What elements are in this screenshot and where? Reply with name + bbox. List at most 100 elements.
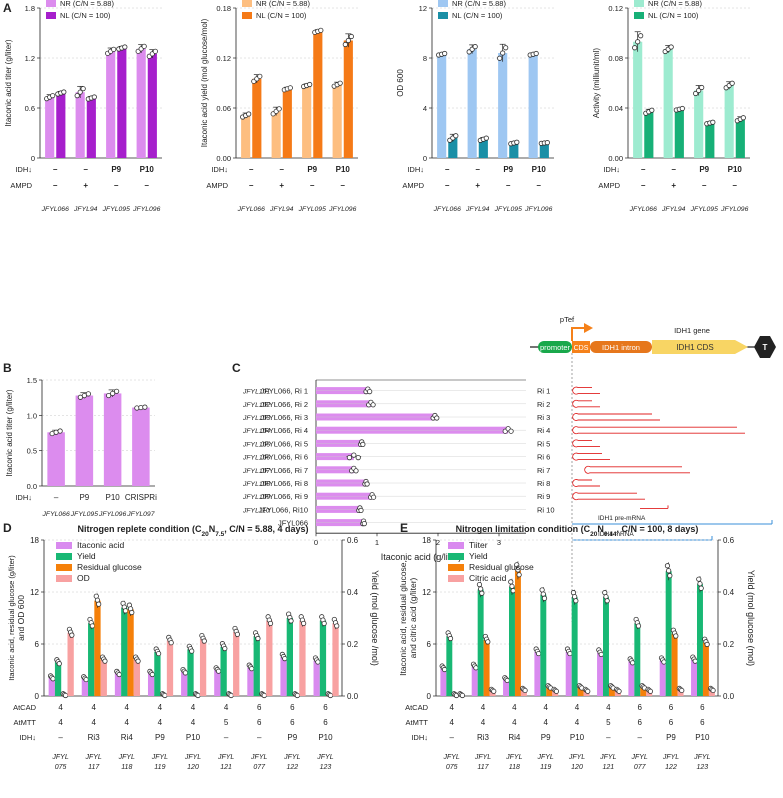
hairpin-5 bbox=[572, 439, 600, 448]
data-point bbox=[360, 441, 366, 447]
row-value: 6 bbox=[290, 703, 295, 712]
intron-label: IDH1 intron bbox=[602, 343, 640, 352]
row-label: AMPD bbox=[598, 181, 620, 190]
data-point bbox=[638, 33, 644, 39]
data-point bbox=[508, 579, 514, 585]
row-value: 6 bbox=[323, 703, 328, 712]
x-tick-label: 1 bbox=[375, 538, 379, 547]
legend-label: NL (C/N = 100) bbox=[256, 11, 307, 20]
row-value: P9 bbox=[503, 165, 513, 174]
row-value: 4 bbox=[543, 703, 548, 712]
row-value: – bbox=[249, 165, 254, 174]
row-value: 6 bbox=[323, 718, 328, 727]
bar-e-0-5 bbox=[597, 652, 604, 696]
x-tick-label: JFYL bbox=[283, 754, 300, 761]
data-point bbox=[110, 390, 116, 397]
data-point bbox=[503, 45, 509, 51]
data-point bbox=[472, 44, 478, 50]
data-point bbox=[261, 692, 267, 699]
row-label: IDH↓ bbox=[407, 165, 424, 174]
row-value: – bbox=[641, 181, 646, 190]
data-point bbox=[355, 454, 361, 461]
strain-label: JFYL108 bbox=[242, 481, 270, 488]
bar-a2-1-1 bbox=[282, 88, 292, 158]
data-point bbox=[541, 595, 548, 601]
row-value: – bbox=[537, 181, 542, 190]
data-point bbox=[282, 656, 288, 662]
y-tick-label-right: 0.6 bbox=[347, 536, 359, 545]
y-tick-label: 0.12 bbox=[608, 4, 623, 13]
bar-a4-0-2 bbox=[694, 90, 704, 158]
hairpin-2 bbox=[572, 399, 600, 408]
row-value: – bbox=[445, 165, 450, 174]
x-tick-label: JFYL095 bbox=[298, 206, 326, 213]
y-tick-label: 0.5 bbox=[27, 447, 37, 456]
data-point bbox=[345, 37, 351, 44]
bar-e-0-6 bbox=[628, 661, 635, 696]
y-tick-label-left: 12 bbox=[422, 588, 431, 597]
x-tick-label: JFYL94 bbox=[661, 206, 686, 213]
bar-d-3-2 bbox=[133, 659, 141, 696]
row-value: – bbox=[641, 165, 646, 174]
data-point bbox=[740, 115, 746, 121]
legend-swatch bbox=[56, 575, 72, 582]
bar-e-1-5 bbox=[603, 597, 609, 696]
row-value: CRISPRi bbox=[125, 493, 157, 502]
bar-a1-0-2 bbox=[106, 51, 116, 159]
data-point bbox=[459, 692, 466, 699]
data-point bbox=[500, 50, 506, 56]
y-tick-label: 0.0 bbox=[27, 482, 37, 491]
y-tick-label: 0 bbox=[423, 154, 427, 163]
row-value: + bbox=[671, 181, 676, 190]
data-point bbox=[96, 601, 102, 607]
x-tick-label: JFYL bbox=[630, 754, 647, 761]
bar-d-0-7 bbox=[280, 657, 287, 696]
bar-a3-1-3 bbox=[539, 143, 549, 158]
bar-d-3-4 bbox=[199, 638, 207, 696]
row-label: IDH↓ bbox=[603, 165, 620, 174]
row-value: 6 bbox=[290, 718, 295, 727]
row-value: 6 bbox=[700, 718, 705, 727]
bar-a1-0-1 bbox=[75, 92, 85, 158]
row-value: + bbox=[475, 181, 480, 190]
x-tick-label: JFYL bbox=[693, 754, 710, 761]
x-tick-label: 0 bbox=[314, 538, 318, 547]
y-tick-label: 0.12 bbox=[216, 54, 231, 63]
data-point bbox=[74, 93, 80, 99]
x-tick-label: JFYL94 bbox=[269, 206, 294, 213]
bar-d-1-1 bbox=[88, 623, 95, 696]
row-value: 6 bbox=[637, 718, 642, 727]
data-point bbox=[201, 638, 207, 644]
data-point bbox=[255, 635, 261, 642]
y-tick-label-left: 6 bbox=[35, 640, 40, 649]
row-label: AtMTT bbox=[14, 718, 37, 727]
y-tick-label-left: 0 bbox=[427, 692, 432, 701]
row-value: P9 bbox=[111, 165, 121, 174]
bar-a1-0-0 bbox=[45, 97, 55, 158]
x-tick-label: 120 bbox=[187, 764, 199, 771]
legend-label: NL (C/N = 100) bbox=[60, 11, 111, 20]
y-tick-label: JFYL066, Ri 9 bbox=[260, 492, 308, 501]
bar-a1-1-0 bbox=[56, 93, 66, 158]
chart-title: Nitrogen replete condition (C20N7.5, C/N… bbox=[77, 524, 308, 538]
bar-d-3-7 bbox=[299, 620, 306, 696]
y-tick-label: 4 bbox=[423, 104, 427, 113]
x-tick-label: 123 bbox=[696, 764, 708, 771]
bar-d-3-1 bbox=[100, 659, 107, 696]
bar-a3-0-1 bbox=[467, 49, 477, 158]
data-point bbox=[346, 454, 353, 461]
bar-a4-1-0 bbox=[644, 111, 654, 158]
data-point bbox=[327, 692, 334, 699]
terminator-icon bbox=[754, 336, 776, 358]
x-tick-label: JFYL095 bbox=[70, 511, 98, 518]
data-point bbox=[56, 661, 62, 667]
row-value: – bbox=[249, 181, 254, 190]
bar-d-1-3 bbox=[154, 651, 161, 696]
row-value: Ri3 bbox=[88, 733, 101, 742]
legend-label: NR (C/N = 5.88) bbox=[452, 0, 506, 8]
bar-a4-1-1 bbox=[674, 109, 684, 158]
row-value: – bbox=[310, 181, 315, 190]
data-point bbox=[287, 85, 293, 91]
y-axis-label: Itaconic acid yield (mol glucose/mol) bbox=[200, 18, 209, 147]
data-point bbox=[215, 668, 222, 674]
